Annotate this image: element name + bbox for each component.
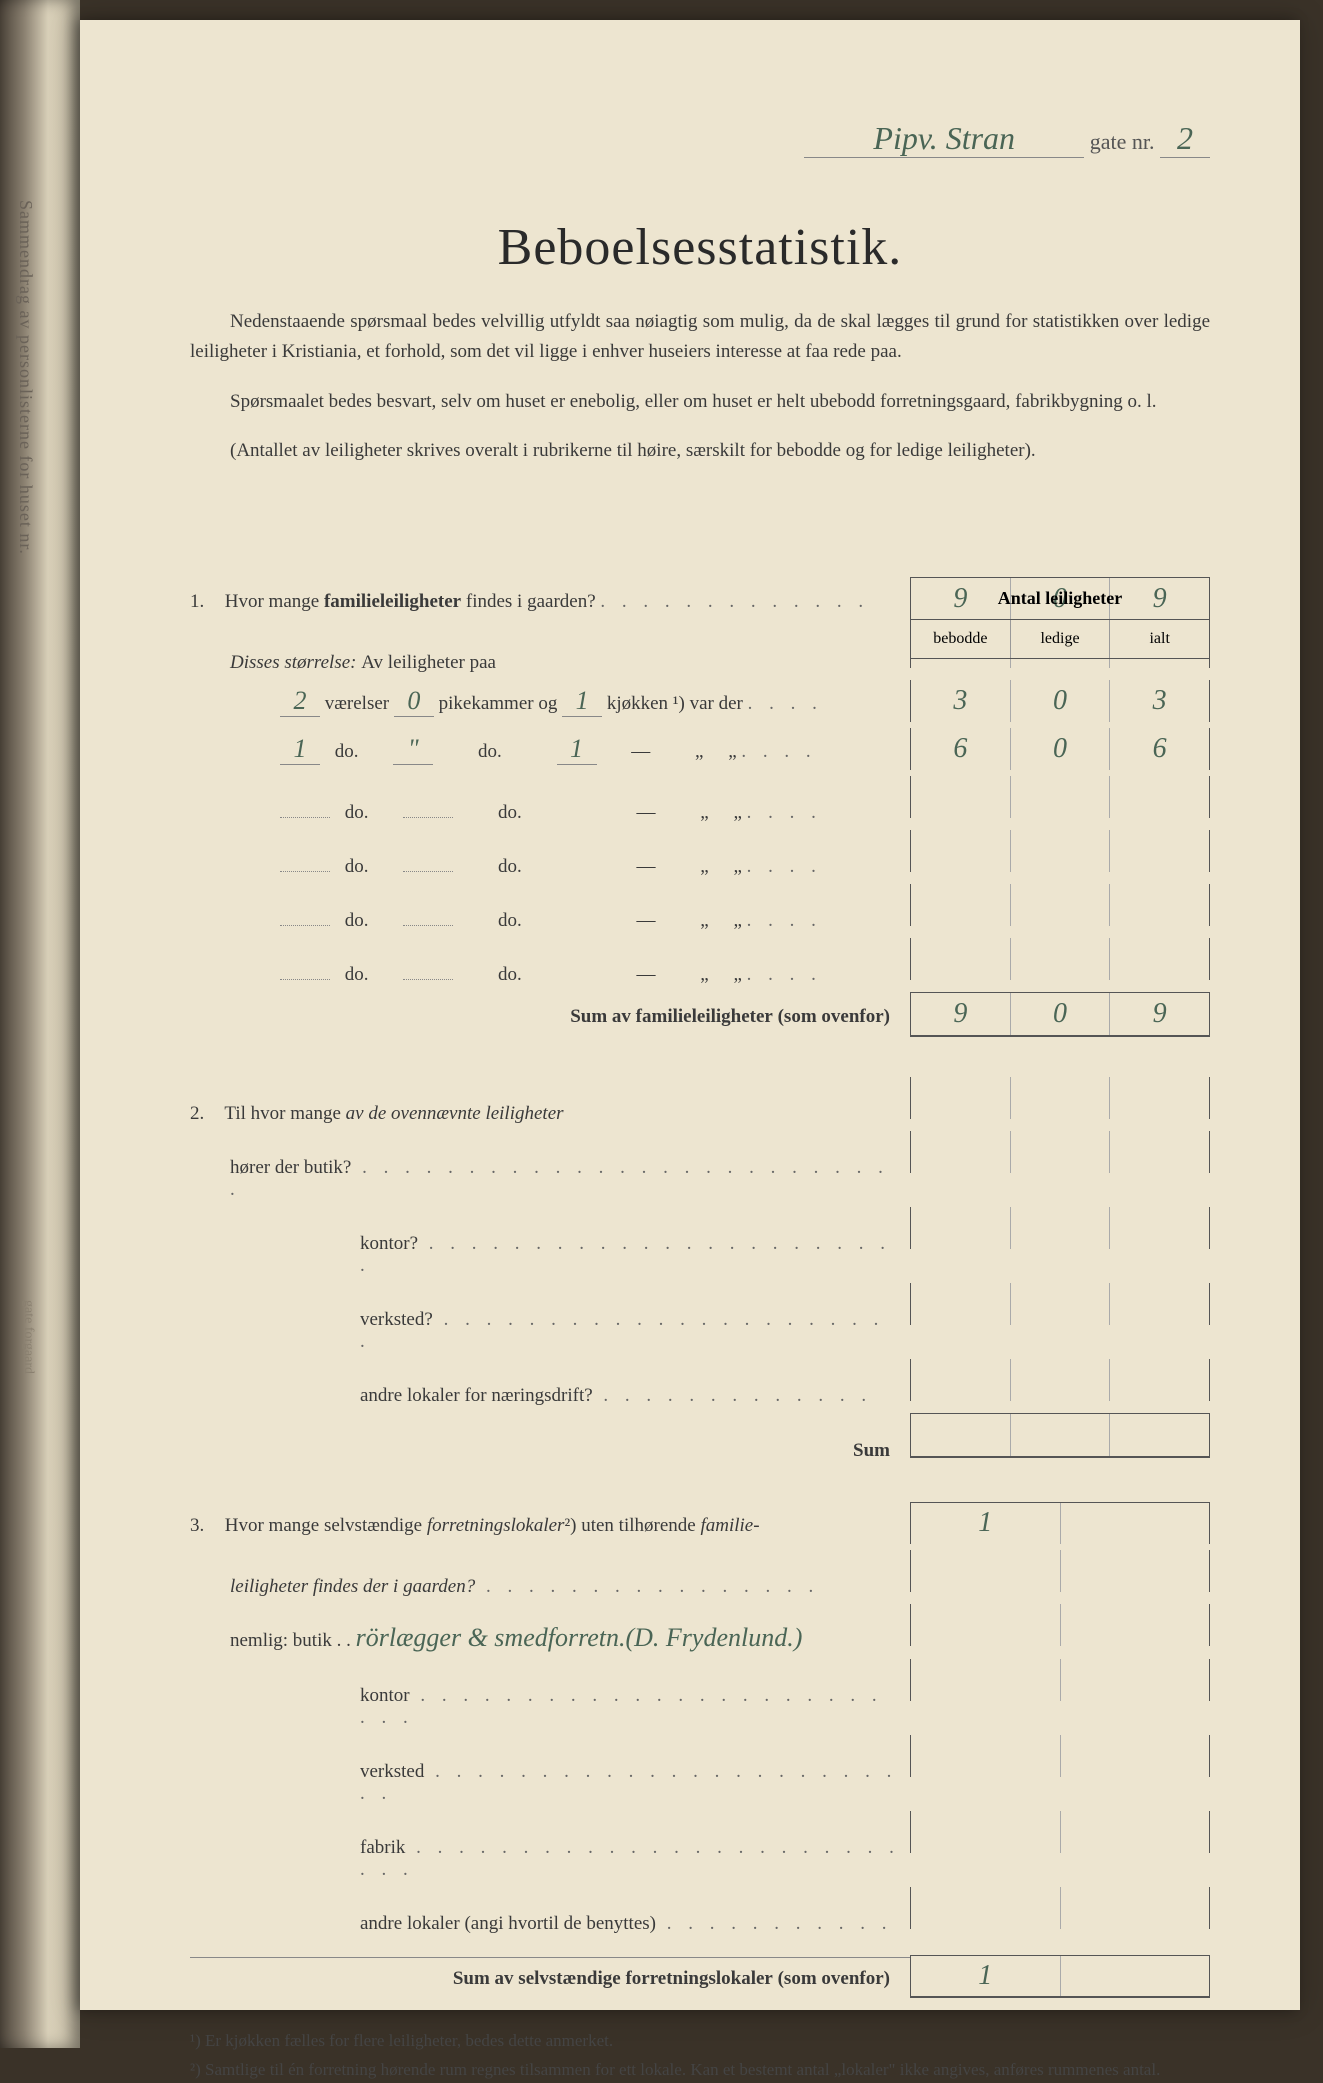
q3-sum-value: 1 — [910, 1955, 1210, 1998]
table-header-title: Antal leiligheter — [910, 577, 1210, 619]
question-3: 3. Hvor mange selvstændige forretningslo… — [190, 1502, 1210, 1998]
q3-butik-handwritten: rörlægger & smedforretn.(D. Frydenlund.) — [356, 1623, 803, 1652]
q1-text: 1. Hvor mange familieleiligheter findes … — [190, 591, 910, 613]
q1-size-row-1: 2 værelser 0 pikekammer og 1 kjøkken ¹) … — [190, 680, 1210, 722]
q2-text: 2. Til hvor mange av de ovennævnte leili… — [190, 1103, 910, 1125]
intro-paragraph-2: Spørsmaalet bedes besvart, selv om huset… — [190, 387, 1210, 417]
header-address: Pipv. Stran gate nr. 2 — [190, 120, 1210, 158]
q1-size-row-5: do. do. — „ „ . . . . — [190, 884, 1210, 932]
q3-text-b: leiligheter findes der i gaarden? . . . … — [190, 1576, 910, 1598]
spine-text-1: Sammendrag av personlisterne for huset n… — [15, 200, 36, 555]
col-header-bebodde: bebodde — [911, 620, 1011, 658]
q1-size-row-4: do. do. — „ „ . . . . — [190, 830, 1210, 878]
q3-value: 1 — [911, 1503, 1061, 1544]
footnote-2: ²) Samtlige til én forretning hørende ru… — [190, 2057, 1210, 2083]
gate-number: 2 — [1160, 120, 1210, 158]
question-2: 2. Til hvor mange av de ovennævnte leili… — [190, 1077, 1210, 1462]
footnotes: ¹) Er kjøkken fælles for flere leilighet… — [190, 2028, 1210, 2083]
q2-sum-label: Sum — [190, 1440, 910, 1462]
gate-label: gate nr. — [1090, 129, 1155, 154]
q1-sum-values: 9 0 9 — [910, 992, 1210, 1037]
spine-text-2: gate forgaard — [20, 1300, 36, 1374]
book-spine: Sammendrag av personlisterne for huset n… — [0, 0, 80, 2048]
col-header-ialt: ialt — [1110, 620, 1209, 658]
form-content: Antal leiligheter bebodde ledige ialt 1.… — [190, 577, 1210, 2083]
q1-size-row-2: 1 do. " do. 1 — „ „ . . . . 6 0 6 — [190, 728, 1210, 770]
page-title: Beboelsesstatistik. — [190, 218, 1210, 277]
q1-sum-label: Sum av familieleiligheter (som ovenfor) — [190, 1006, 910, 1028]
footnote-1: ¹) Er kjøkken fælles for flere leilighet… — [190, 2028, 1210, 2054]
street-name-handwritten: Pipv. Stran — [804, 120, 1084, 158]
intro-paragraph-1: Nedenstaaende spørsmaal bedes velvillig … — [190, 307, 1210, 368]
q1-size-row-6: do. do. — „ „ . . . . — [190, 938, 1210, 986]
q3-nemlig-butik: nemlig: butik . . rörlægger & smedforret… — [190, 1623, 910, 1653]
table-column-headers: Antal leiligheter bebodde ledige ialt — [910, 577, 1210, 659]
col-header-ledige: ledige — [1011, 620, 1111, 658]
q1-disses: Disses størrelse: Av leiligheter paa — [190, 652, 910, 674]
intro-paragraph-3: (Antallet av leiligheter skrives overalt… — [190, 436, 1210, 466]
q3-text-a: 3. Hvor mange selvstændige forretningslo… — [190, 1515, 910, 1537]
q1-size-row-3: do. do. — „ „ . . . . — [190, 776, 1210, 824]
document-page: Pipv. Stran gate nr. 2 Beboelsesstatisti… — [80, 20, 1300, 2010]
q3-sum-label: Sum av selvstændige forretningslokaler (… — [190, 1957, 910, 1990]
